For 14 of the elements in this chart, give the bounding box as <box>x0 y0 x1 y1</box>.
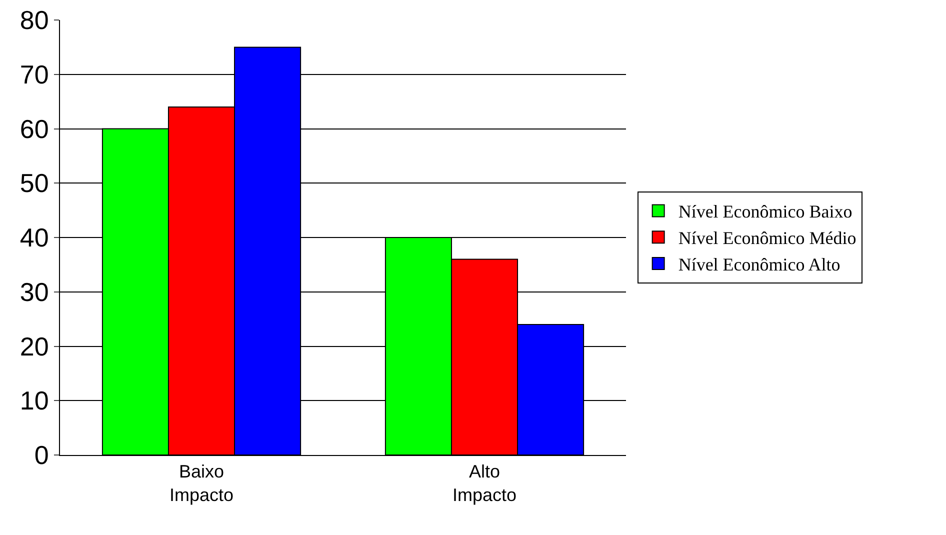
y-tick-label: 30 <box>20 276 49 307</box>
y-tick-label: 0 <box>34 440 49 470</box>
y-tick-label: 70 <box>20 59 49 90</box>
y-tick-label: 80 <box>20 5 49 36</box>
x-tick-label: Alto Impacto <box>452 462 517 505</box>
legend-label: Nível Econômico Baixo <box>678 202 852 222</box>
y-tick-label: 20 <box>20 331 49 362</box>
y-tick-label: 60 <box>20 114 49 144</box>
legend-label: Nível Econômico Alto <box>678 254 840 275</box>
y-tick-label: 10 <box>20 386 49 416</box>
legend-label: Nível Econômico Médio <box>678 228 856 248</box>
y-tick-label: 50 <box>20 168 49 198</box>
y-tick-label: 40 <box>20 222 49 253</box>
x-tick-label: Baixo Impacto <box>169 462 234 505</box>
